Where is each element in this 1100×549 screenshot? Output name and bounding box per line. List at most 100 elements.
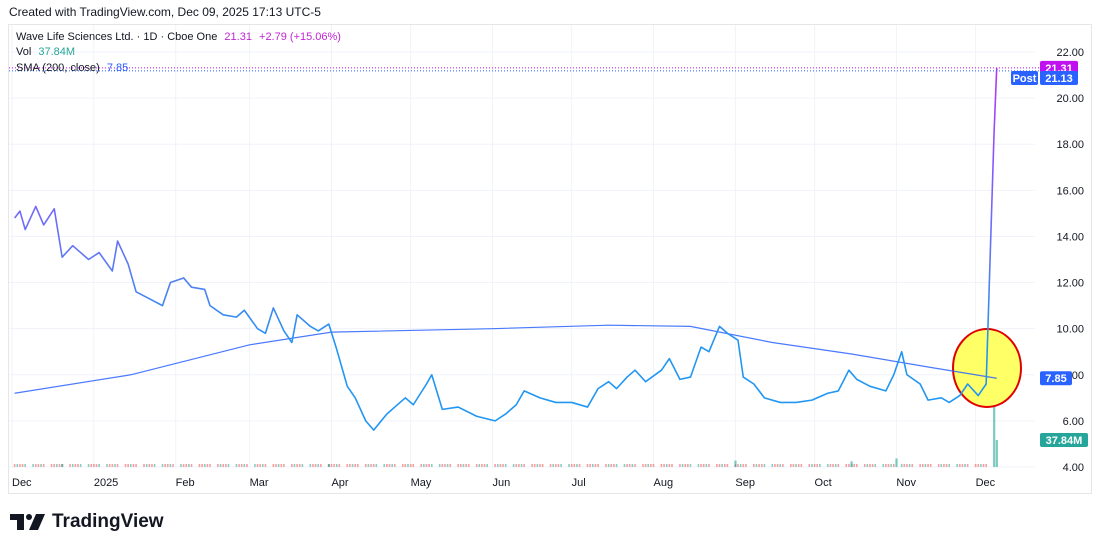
volume-bar	[428, 464, 430, 467]
volume-bar	[372, 464, 375, 467]
volume-bar	[338, 464, 341, 467]
volume-bar	[280, 464, 283, 467]
volume-bar	[106, 464, 108, 467]
volume-bar	[275, 464, 277, 467]
volume-bar	[98, 464, 100, 467]
volume-bar	[890, 464, 892, 467]
volume-bar	[570, 464, 573, 467]
legend-symbol: Wave Life Sciences Ltd. · 1D · Cboe One	[16, 31, 218, 43]
volume-bar	[660, 464, 663, 467]
volume-bar	[13, 464, 16, 467]
volume-bar	[90, 464, 92, 467]
volume-bar	[760, 464, 763, 467]
volume-bar	[613, 464, 615, 467]
volume-bar	[774, 464, 776, 467]
volume-bar	[808, 464, 811, 467]
volume-bar	[180, 464, 182, 467]
volume-bar	[182, 464, 185, 467]
volume-bar	[364, 464, 367, 467]
volume-bar	[478, 464, 481, 467]
volume-bar	[61, 464, 64, 467]
volume-bar	[475, 464, 478, 467]
volume-bar	[317, 464, 320, 467]
volume-bar	[438, 464, 441, 467]
volume-bar	[462, 464, 465, 467]
volume-bar	[293, 464, 296, 467]
volume-bar	[37, 464, 40, 467]
volume-bar	[816, 464, 818, 467]
volume-bar	[900, 464, 903, 467]
x-tick-label: 2025	[94, 477, 118, 489]
volume-bar	[726, 464, 729, 467]
volume-bar	[705, 464, 708, 467]
volume-bar	[264, 464, 267, 467]
volume-bar	[819, 464, 821, 467]
volume-bar	[586, 464, 589, 467]
sma-badge-text: 7.85	[1045, 373, 1066, 385]
tradingview-logo[interactable]: TradingView	[10, 511, 164, 533]
volume-bar	[607, 464, 610, 467]
volume-bar	[499, 464, 502, 467]
volume-bar	[684, 464, 686, 467]
volume-bar	[977, 464, 980, 467]
volume-bar	[961, 464, 964, 467]
volume-bar	[354, 464, 356, 467]
x-tick-label: Jul	[572, 477, 586, 489]
volume-bar	[687, 464, 689, 467]
price-line	[14, 67, 998, 431]
volume-bar	[222, 464, 224, 467]
volume-bar	[652, 464, 655, 467]
volume-bar	[895, 458, 898, 467]
y-tick-label: 12.00	[1056, 278, 1084, 290]
volume-bar	[407, 464, 409, 467]
x-tick-label: Mar	[250, 477, 269, 489]
volume-bar	[79, 464, 82, 467]
volume-bar	[755, 464, 758, 467]
volume-bar	[420, 464, 422, 467]
post-label-badge-text: Post	[1013, 73, 1037, 85]
volume-bar	[357, 464, 359, 467]
volume-bar	[441, 464, 444, 467]
x-tick-label: Feb	[176, 477, 195, 489]
volume-bar	[367, 464, 370, 467]
volume-bar	[724, 464, 726, 467]
volume-bar	[578, 464, 581, 467]
volume-bar	[314, 464, 317, 467]
volume-bar	[40, 464, 42, 467]
volume-bar	[206, 464, 209, 467]
volume-bar	[333, 464, 335, 467]
volume-bar	[908, 464, 911, 467]
volume-bar	[219, 464, 222, 467]
volume-bar	[111, 464, 114, 467]
volume-bar	[779, 464, 782, 467]
volume-bar	[87, 464, 90, 467]
volume-bar	[277, 464, 280, 467]
volume-bar	[235, 464, 238, 467]
volume-bar	[95, 464, 98, 467]
volume-bar	[573, 464, 576, 467]
volume-bar	[758, 464, 760, 467]
post-price-badge	[1040, 71, 1078, 86]
volume-bar	[169, 464, 172, 467]
volume-bar	[190, 464, 193, 467]
volume-bar	[225, 464, 227, 467]
volume-bar	[481, 464, 483, 467]
volume-bar	[346, 464, 349, 467]
volume-bar	[21, 464, 24, 467]
tradingview-logo-icon	[10, 514, 45, 530]
volume-bar	[919, 464, 921, 467]
volume-bar	[826, 464, 829, 467]
volume-bar	[541, 464, 544, 467]
volume-bar	[708, 464, 710, 467]
x-tick-label: Dec	[12, 477, 32, 489]
volume-bar	[906, 464, 908, 467]
volume-bar	[721, 464, 723, 467]
volume-bar	[924, 464, 927, 467]
volume-bar	[871, 464, 874, 467]
volume-badge-text: 37.84M	[1046, 435, 1083, 447]
volume-bar	[446, 464, 449, 467]
volume-bar	[520, 464, 523, 467]
volume-bar	[533, 464, 536, 467]
volume-bar	[145, 464, 148, 467]
